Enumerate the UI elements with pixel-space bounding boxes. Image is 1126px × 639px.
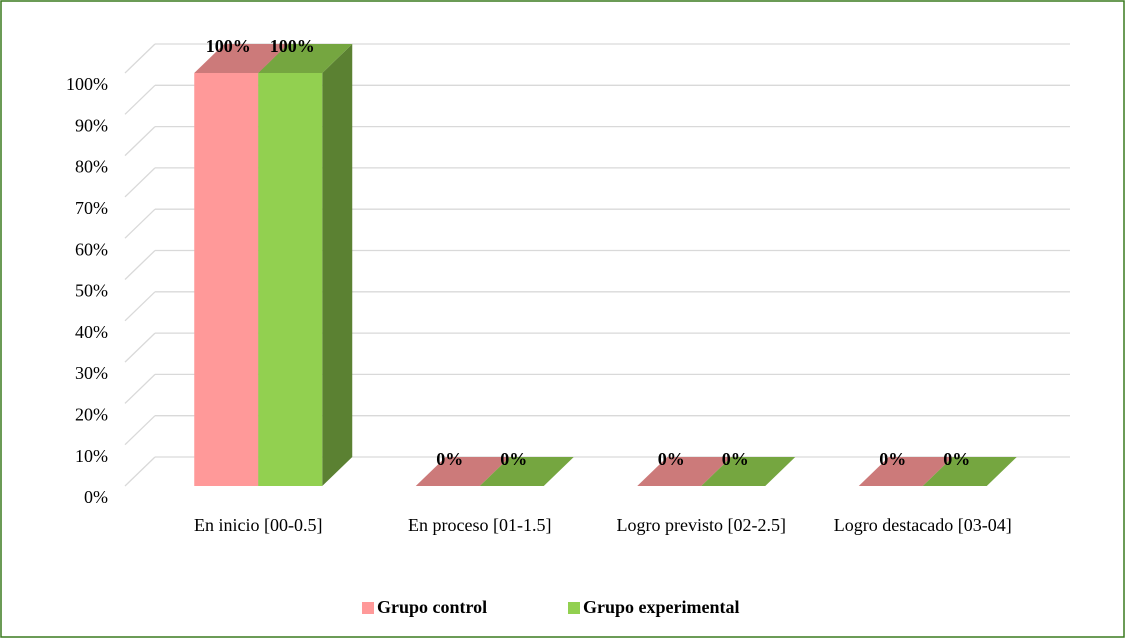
y-tick-label: 50% [75, 281, 108, 301]
legend-label: Grupo experimental [583, 597, 739, 617]
legend-swatch [568, 602, 580, 614]
grid-line-depth [124, 43, 156, 74]
data-label: 0% [436, 449, 463, 469]
bar [194, 73, 259, 486]
data-label: 0% [658, 449, 685, 469]
grid-line-depth [124, 250, 156, 280]
y-tick-label: 100% [66, 74, 108, 94]
bar-top [858, 457, 953, 486]
y-tick-label: 30% [75, 363, 108, 383]
data-label: 0% [879, 449, 906, 469]
grid-line-depth [124, 84, 156, 115]
data-label: 0% [943, 449, 970, 469]
x-tick-label: En inicio [00-0.5] [194, 515, 323, 535]
data-label: 100% [206, 36, 251, 56]
bar-top [637, 457, 732, 486]
data-label: 0% [500, 449, 527, 469]
y-tick-label: 40% [75, 322, 108, 342]
grid-line-depth [124, 373, 156, 404]
y-tick-label: 60% [75, 239, 108, 259]
y-tick-label: 20% [75, 405, 108, 425]
grid-line-depth [124, 332, 156, 363]
grid-line-depth [124, 291, 156, 322]
grid-line-depth [124, 208, 156, 239]
x-tick-label: Logro previsto [02-2.5] [616, 515, 786, 535]
x-tick-label: Logro destacado [03-04] [833, 515, 1012, 535]
bar-top [922, 457, 1017, 486]
grid-line-depth [124, 456, 156, 487]
y-tick-label: 90% [75, 115, 108, 135]
x-tick-label: En proceso [01-1.5] [408, 515, 552, 535]
bar-top [194, 44, 289, 73]
grid-line-depth [124, 167, 156, 198]
bar-top [415, 457, 510, 486]
legend-label: Grupo control [377, 597, 487, 617]
grid-line-depth [124, 126, 156, 157]
bar [258, 73, 323, 486]
data-label: 100% [270, 36, 315, 56]
y-tick-label: 10% [75, 446, 108, 466]
legend-swatch [362, 602, 374, 614]
bar-side [322, 44, 353, 486]
bar-top [258, 44, 353, 73]
y-tick-label: 0% [84, 487, 108, 507]
y-tick-label: 80% [75, 157, 108, 177]
y-tick-label: 70% [75, 198, 108, 218]
bar-top [479, 457, 574, 486]
grid-line-depth [124, 415, 156, 446]
data-label: 0% [722, 449, 749, 469]
bar-top [701, 457, 796, 486]
